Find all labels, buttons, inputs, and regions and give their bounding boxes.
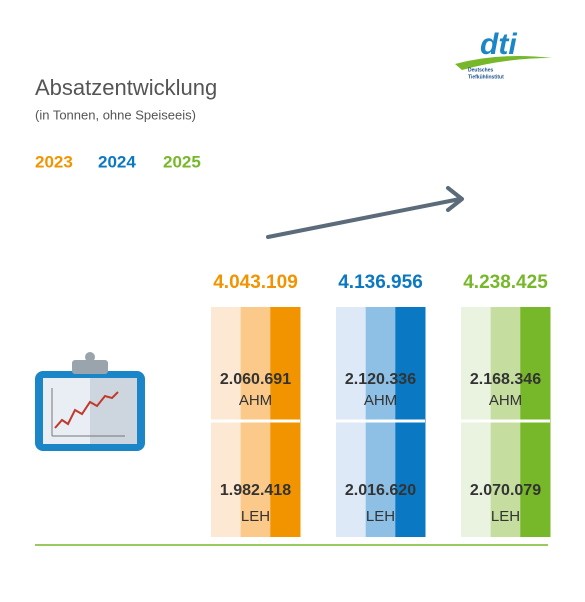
segment-label: LEH — [241, 508, 270, 525]
segment-label: AHM — [489, 392, 522, 409]
logo-line: Deutsches — [468, 67, 494, 73]
segment-label: AHM — [239, 392, 272, 409]
logo: dti Deutsches Tiefkühlinstitut — [455, 28, 552, 80]
legend-year: 2025 — [163, 152, 201, 171]
title: Absatzentwicklung — [35, 75, 217, 100]
total-label: 4.238.425 — [463, 272, 548, 293]
logo-text: dti — [480, 28, 517, 61]
legend-year: 2023 — [35, 152, 73, 171]
segment-value: 2.070.079 — [470, 482, 541, 499]
segment-value: 2.120.336 — [345, 371, 416, 388]
logo-swoosh — [455, 56, 552, 70]
total-label: 4.043.109 — [213, 272, 298, 293]
segment-value: 2.060.691 — [220, 371, 291, 388]
segment-value: 1.982.418 — [220, 482, 291, 499]
legend-year: 2024 — [98, 152, 136, 171]
subtitle: (in Tonnen, ohne Speiseeis) — [35, 107, 196, 122]
clipboard-icon — [35, 352, 145, 451]
segment-label: LEH — [491, 508, 520, 525]
logo-line: Tiefkühlinstitut — [468, 74, 504, 80]
segment-label: AHM — [364, 392, 397, 409]
segment-value: 2.016.620 — [345, 482, 416, 499]
trend-arrow — [266, 186, 464, 239]
segment-value: 2.168.346 — [470, 371, 541, 388]
total-label: 4.136.956 — [338, 272, 423, 293]
segment-label: LEH — [366, 508, 395, 525]
